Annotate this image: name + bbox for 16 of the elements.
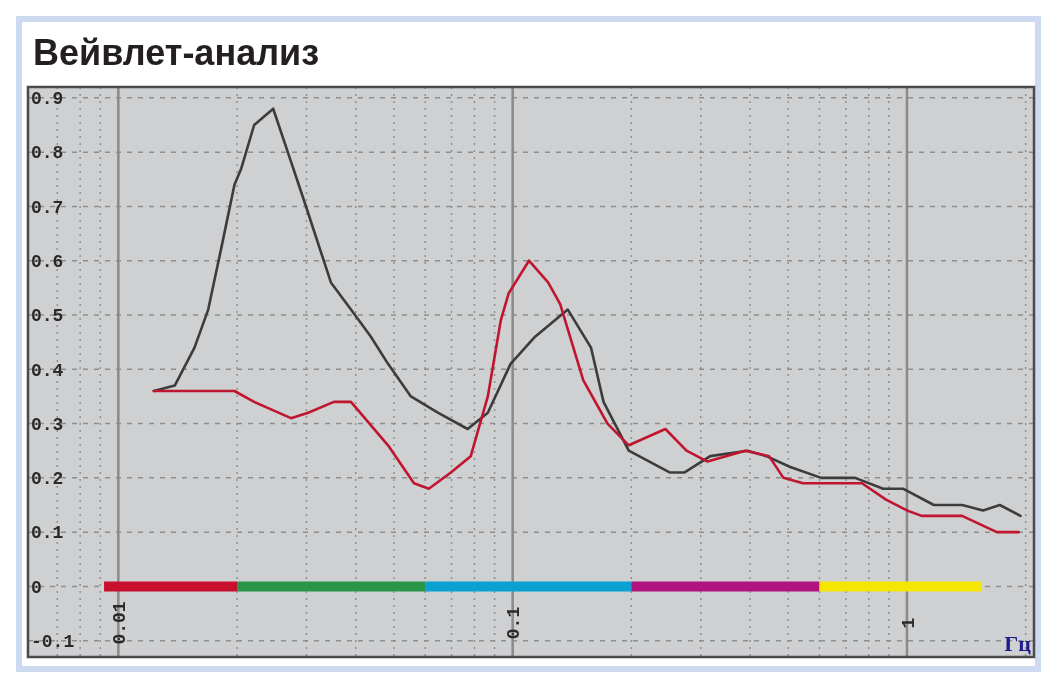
- y-tick-label: 0.5: [31, 306, 64, 327]
- x-tick-label: 1: [898, 617, 919, 629]
- y-tick-label: 0.4: [31, 360, 64, 381]
- y-tick-label: 0.9: [31, 89, 64, 110]
- y-tick-label: 0.8: [31, 143, 64, 164]
- y-tick-label: 0.6: [31, 251, 64, 272]
- y-tick-label: 0.7: [31, 197, 64, 218]
- y-tick-label: 0.2: [31, 469, 64, 490]
- x-axis-title: Гц: [1004, 631, 1032, 656]
- y-tick-label: 0: [31, 577, 42, 598]
- chart-title: Вейвлет-анализ: [33, 32, 320, 73]
- y-tick-label: -0.1: [31, 631, 75, 652]
- x-tick-label: 0.01: [110, 601, 131, 645]
- x-tick-label: 0.1: [504, 606, 525, 640]
- y-tick-label: 0.1: [31, 523, 64, 544]
- y-tick-label: 0.3: [31, 414, 64, 435]
